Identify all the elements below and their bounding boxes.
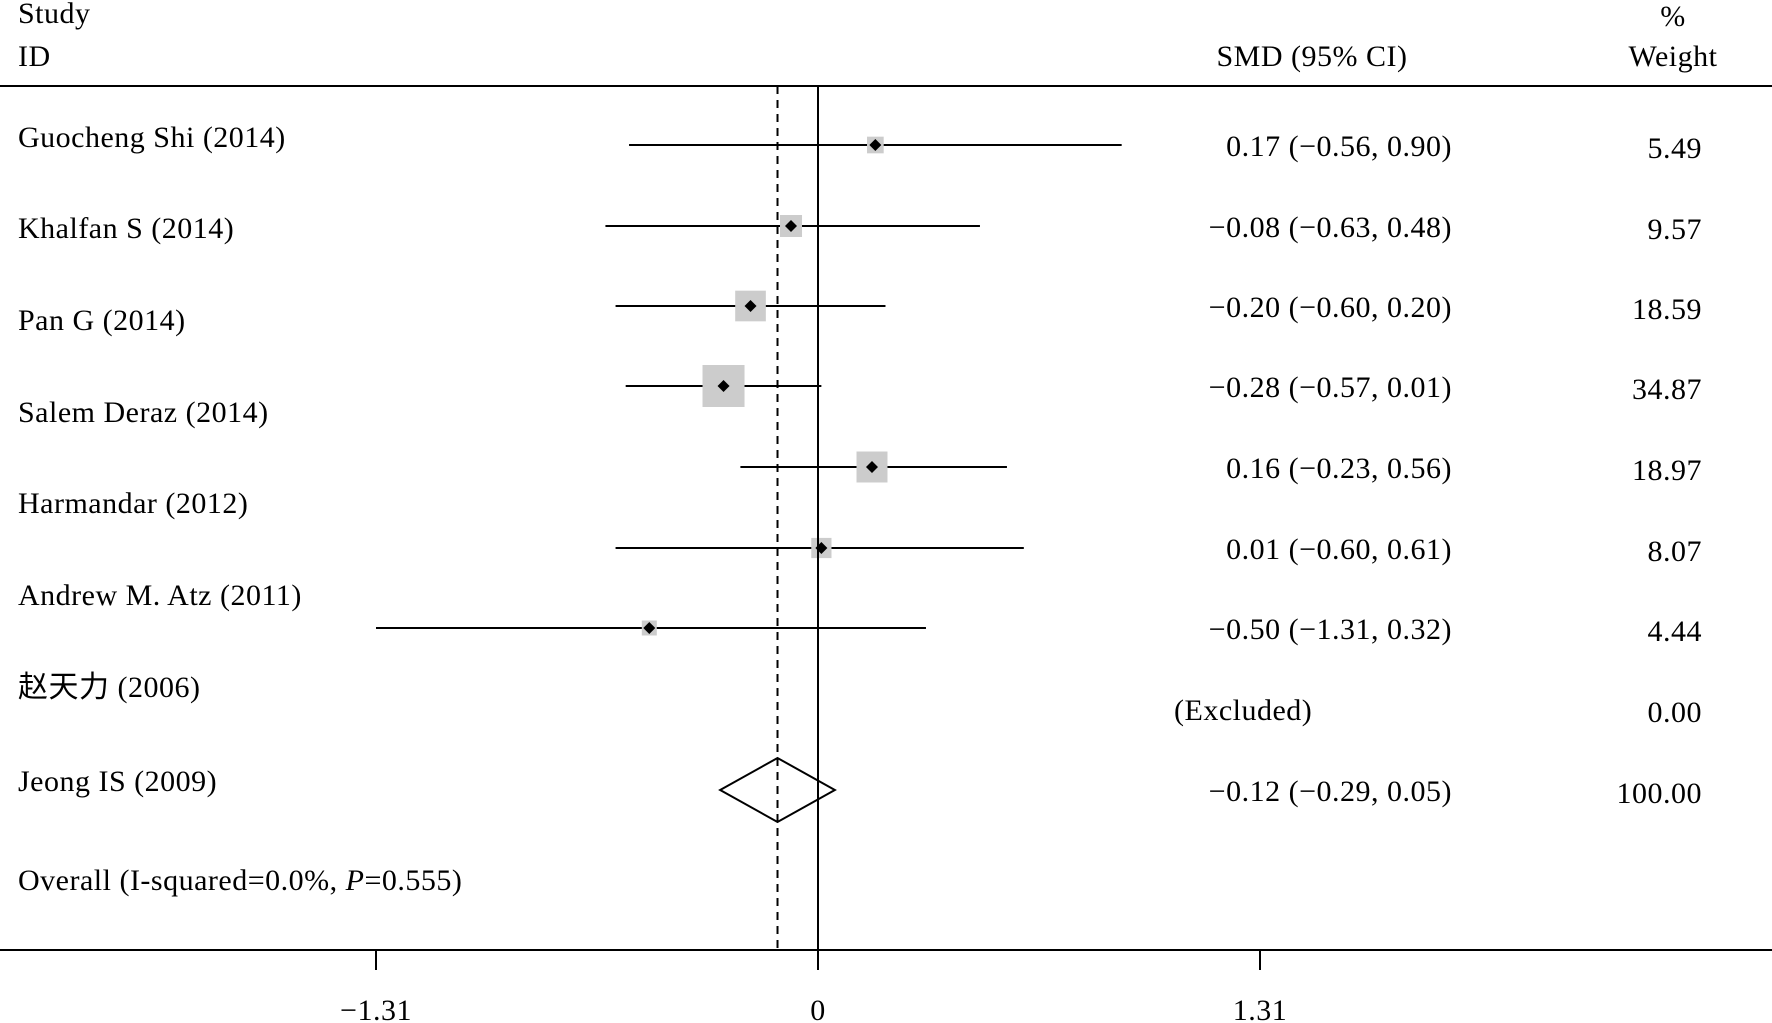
study-weight: 5.49 xyxy=(1648,132,1703,165)
study-weight: 18.59 xyxy=(1632,293,1702,326)
header-weight-percent: % xyxy=(1660,0,1686,33)
study-ci-text: (Excluded) xyxy=(1174,694,1312,727)
study-ci-text: 0.16 (−0.23, 0.56) xyxy=(1226,452,1452,485)
x-axis-ticks: −1.31 0 1.31 xyxy=(340,950,1287,1023)
x-tick-label: 0 xyxy=(810,994,826,1023)
study-weight: 8.07 xyxy=(1648,535,1703,568)
study-point-estimate xyxy=(717,380,730,392)
header-study: Study xyxy=(18,0,91,30)
header-effect: SMD (95% CI) xyxy=(1217,40,1408,73)
study-weight: 4.44 xyxy=(1648,615,1703,648)
study-point-estimate xyxy=(865,461,878,473)
study-point-estimate xyxy=(869,139,882,151)
study-ci-text: 0.17 (−0.56, 0.90) xyxy=(1226,130,1452,163)
study-point-estimate xyxy=(785,220,798,232)
study-label: Harmandar (2012) xyxy=(18,487,248,520)
study-point-estimate xyxy=(744,300,757,312)
study-marks xyxy=(376,136,1122,824)
overall-label-p: P xyxy=(345,864,365,897)
study-ci-text: −0.28 (−0.57, 0.01) xyxy=(1209,371,1452,404)
study-weight: 0.00 xyxy=(1648,696,1703,729)
study-weight: 18.97 xyxy=(1632,454,1702,487)
study-label: Pan G (2014) xyxy=(18,304,186,337)
header-id: ID xyxy=(18,40,51,73)
study-weight: 9.57 xyxy=(1648,213,1703,246)
header-weight: Weight xyxy=(1629,40,1718,73)
study-label: Khalfan S (2014) xyxy=(18,212,234,245)
overall-label-suffix: =0.555) xyxy=(364,864,462,897)
overall-label-prefix: Overall (I-squared=0.0%, xyxy=(18,864,346,897)
study-label: Andrew M. Atz (2011) xyxy=(18,579,302,612)
x-tick-label: −1.31 xyxy=(340,994,412,1023)
study-label: Salem Deraz (2014) xyxy=(18,396,269,429)
study-point-estimate xyxy=(643,622,656,634)
study-ci-text: −0.08 (−0.63, 0.48) xyxy=(1209,211,1452,244)
study-label: Guocheng Shi (2014) xyxy=(18,121,286,154)
study-ci-text: −0.20 (−0.60, 0.20) xyxy=(1209,291,1452,324)
study-ci-text: −0.50 (−1.31, 0.32) xyxy=(1209,613,1452,646)
x-tick-label: 1.31 xyxy=(1233,994,1288,1023)
study-label: 赵天力 (2006) xyxy=(18,671,200,704)
overall-ci-text: −0.12 (−0.29, 0.05) xyxy=(1209,775,1452,808)
study-label: Jeong IS (2009) xyxy=(18,765,217,798)
overall-weight: 100.00 xyxy=(1617,777,1703,810)
study-rows: Guocheng Shi (2014) 0.17 (−0.56, 0.90) 5.4… xyxy=(18,121,1702,810)
study-weight: 34.87 xyxy=(1632,373,1702,406)
study-ci-text: 0.01 (−0.60, 0.61) xyxy=(1226,533,1452,566)
overall-label: Overall (I-squared=0.0%, P=0.555) xyxy=(18,864,462,897)
